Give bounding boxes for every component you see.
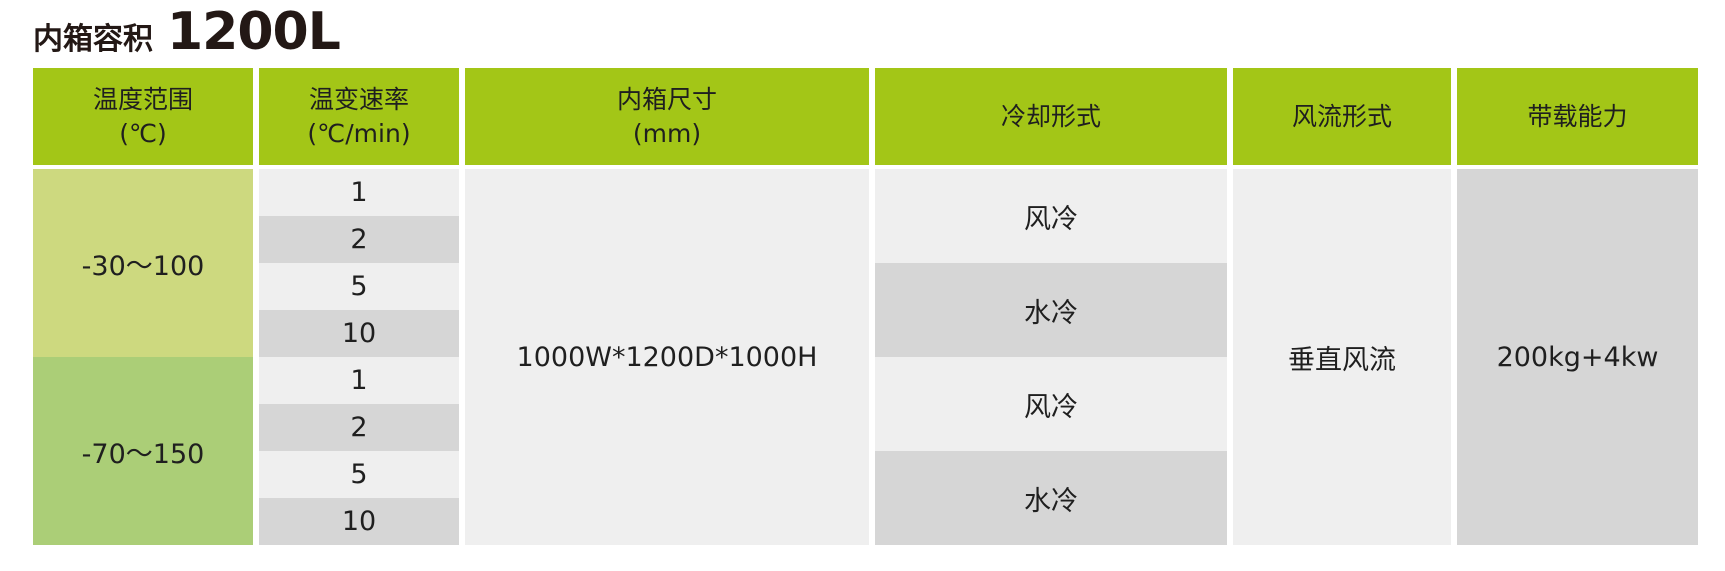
page-title: 内箱容积 1200L (33, 2, 341, 62)
header-ramp-rate: 温变速率 (℃/min) (259, 68, 459, 169)
cell-rate-2-10: 10 (259, 498, 459, 545)
header-air-flow-type: 风流形式 (1233, 68, 1451, 169)
cell-rate-1-10: 10 (259, 310, 459, 357)
cell-inner-box-size: 1000W*1200D*1000H (465, 169, 869, 545)
cell-air-flow: 垂直风流 (1233, 169, 1451, 545)
spec-table: 温度范围 (℃) 温变速率 (℃/min) 内箱尺寸 (mm) 冷却形式 风流形… (27, 68, 1704, 545)
header-cooling-type-label: 冷却形式 (1000, 101, 1101, 131)
cell-load-capacity: 200kg+4kw (1457, 169, 1698, 545)
cell-rate-2-2: 2 (259, 404, 459, 451)
table-row: 2 (33, 404, 1698, 451)
header-cooling-type: 冷却形式 (875, 68, 1227, 169)
header-ramp-rate-label: 温变速率 (308, 84, 409, 114)
cell-rate-2-5: 5 (259, 451, 459, 498)
header-load-capacity-label: 带载能力 (1527, 101, 1628, 131)
header-inner-box-size: 内箱尺寸 (mm) (465, 68, 869, 169)
table-row: 10 (33, 310, 1698, 357)
table-row: 5 水冷 (33, 451, 1698, 545)
header-inner-box-size-label: 内箱尺寸 (616, 84, 717, 114)
page-title-label: 内箱容积 (33, 22, 153, 57)
table-row: 5 水冷 (33, 263, 1698, 357)
table-row: 2 (33, 216, 1698, 263)
page-title-value: 1200L (167, 2, 341, 62)
table-row: -30～100 1 1000W*1200D*1000H 风冷 垂直风流 200k… (33, 169, 1698, 545)
header-temp-range-unit: (℃) (119, 118, 167, 148)
header-temp-range: 温度范围 (℃) (33, 68, 253, 169)
cell-cooling-1-water: 水冷 (875, 263, 1227, 357)
cell-rate-2-1: 1 (259, 357, 459, 404)
table-row: 10 (33, 498, 1698, 545)
cell-rate-1-2: 2 (259, 216, 459, 263)
header-inner-box-size-unit: (mm) (632, 118, 702, 148)
header-ramp-rate-unit: (℃/min) (307, 118, 411, 148)
cell-rate-1-5: 5 (259, 263, 459, 310)
header-load-capacity: 带载能力 (1457, 68, 1698, 169)
header-temp-range-label: 温度范围 (92, 84, 193, 114)
cell-rate-1-1: 1 (259, 169, 459, 216)
cell-temp-range-2: -70～150 (33, 357, 253, 545)
cell-temp-range-1: -30～100 (33, 169, 253, 357)
header-row: 温度范围 (℃) 温变速率 (℃/min) 内箱尺寸 (mm) 冷却形式 风流形… (33, 68, 1698, 169)
cell-cooling-2-air: 风冷 (875, 357, 1227, 451)
header-air-flow-type-label: 风流形式 (1291, 101, 1392, 131)
table-row: -70～150 1 风冷 (33, 357, 1698, 545)
cell-cooling-2-water: 水冷 (875, 451, 1227, 545)
cell-cooling-1-air: 风冷 (875, 169, 1227, 263)
